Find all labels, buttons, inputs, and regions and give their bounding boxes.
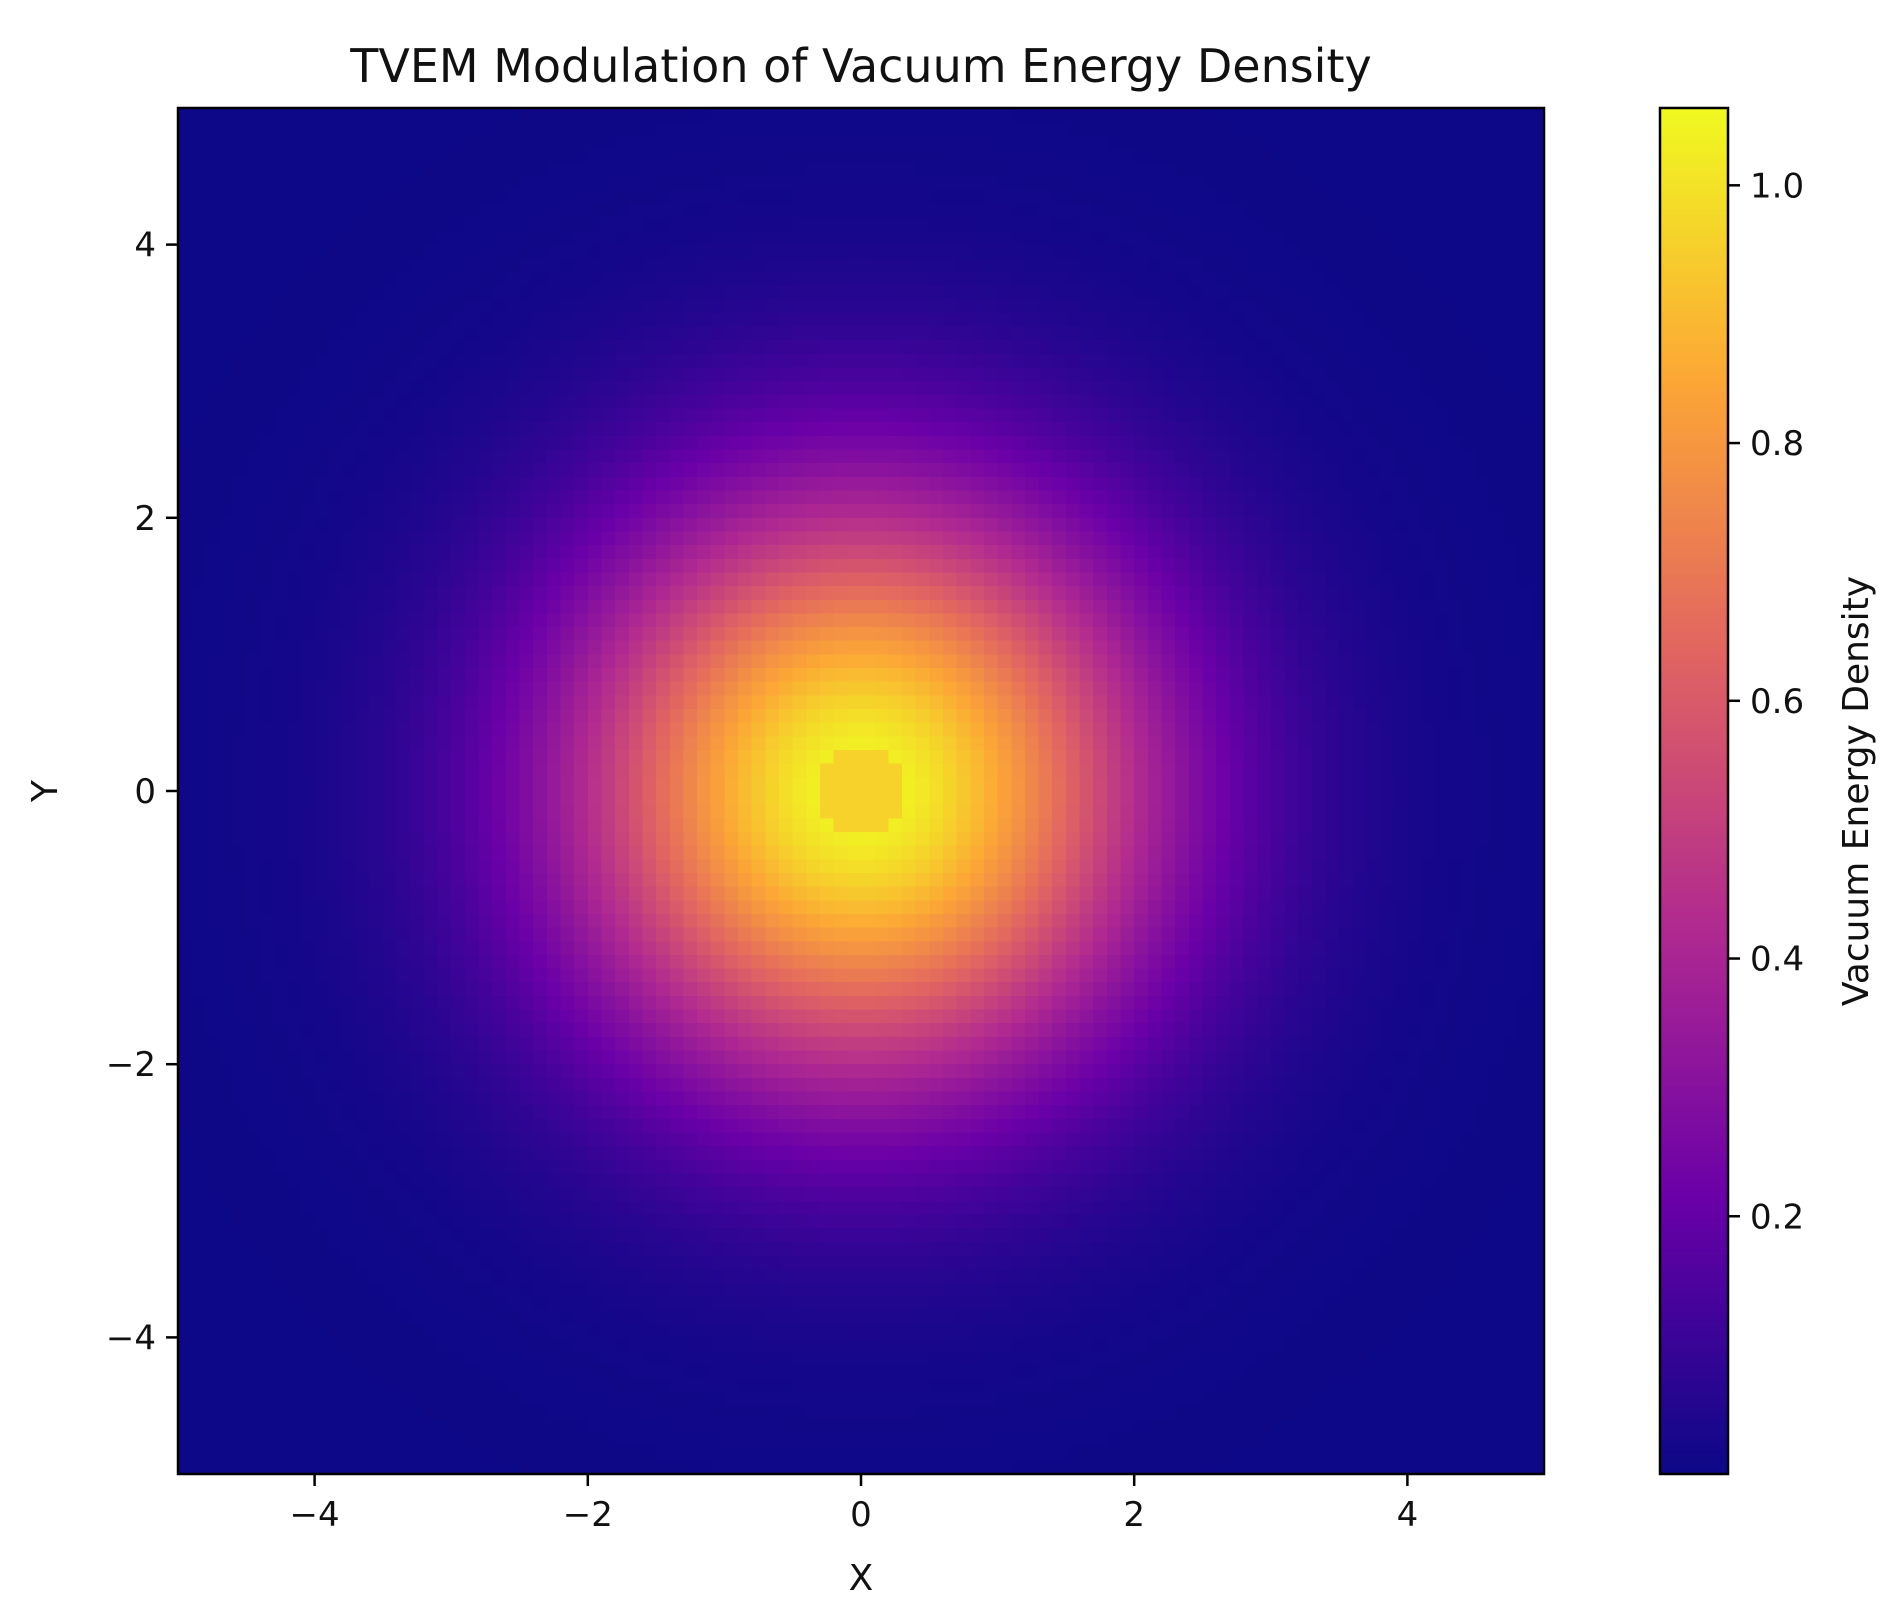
- y-tick-label: 2: [134, 499, 156, 539]
- chart-title: TVEM Modulation of Vacuum Energy Density: [349, 39, 1371, 93]
- x-axis: −4 −2 0 2 4: [290, 1474, 1419, 1535]
- x-tick-label: −2: [563, 1495, 613, 1535]
- x-tick-label: 2: [1123, 1495, 1145, 1535]
- y-tick-label: 0: [134, 772, 156, 812]
- colorbar-label: Vacuum Energy Density: [1836, 576, 1877, 1006]
- colorbar-tick-label: 0.6: [1750, 682, 1804, 722]
- x-tick-label: 0: [850, 1495, 872, 1535]
- colorbar-frame: [1658, 106, 1730, 1476]
- colorbar-axis: 0.2 0.4 0.6 0.8 1.0: [1728, 166, 1804, 1237]
- y-tick-label: 4: [134, 226, 156, 266]
- colorbar-tick-label: 0.2: [1750, 1197, 1804, 1237]
- x-axis-label: X: [849, 1558, 874, 1599]
- heatmap-image: [178, 108, 1544, 1474]
- plot-frame: [176, 106, 1546, 1476]
- colorbar-tick-label: 0.4: [1750, 940, 1804, 980]
- y-tick-label: −2: [106, 1045, 156, 1085]
- y-axis: −4 −2 0 2 4: [106, 226, 178, 1358]
- x-tick-label: 4: [1397, 1495, 1419, 1535]
- colorbar-tick-label: 1.0: [1750, 166, 1804, 206]
- x-tick-label: −4: [290, 1495, 340, 1535]
- colorbar-tick-label: 0.8: [1750, 424, 1804, 464]
- colorbar-gradient: [1660, 108, 1728, 1474]
- y-axis-label: Y: [25, 779, 66, 803]
- y-tick-label: −4: [106, 1318, 156, 1358]
